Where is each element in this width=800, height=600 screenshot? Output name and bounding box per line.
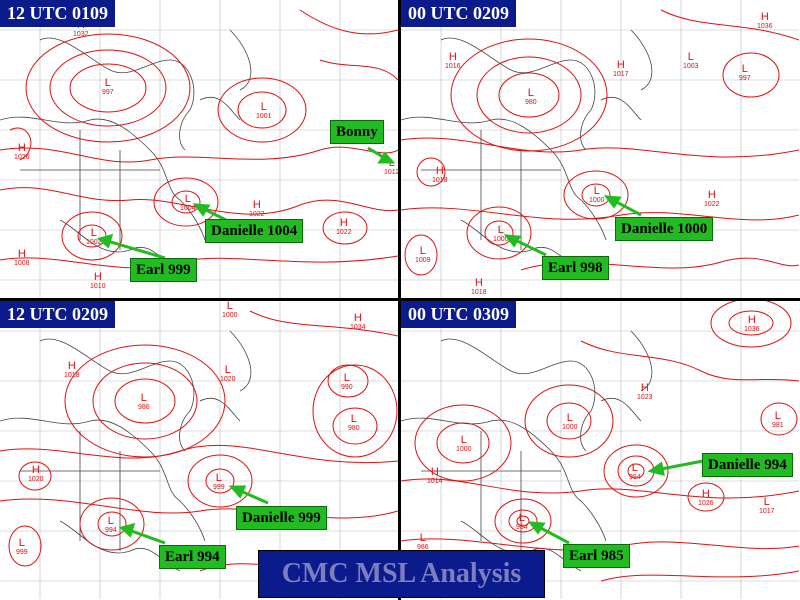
pressure-system: H 1022 — [704, 189, 720, 209]
pressure-system: L 997 — [739, 63, 751, 83]
storm-label-earl: Earl 999 — [130, 258, 197, 282]
storm-arrows — [503, 195, 642, 257]
isobar-map — [0, 0, 398, 298]
panel-time-title: 00 UTC 0309 — [401, 301, 517, 328]
map-panel-4: H 1036 H 1023 L 1000 L 1000 L 981 H 1014 L 994 … — [401, 301, 799, 599]
pressure-system: H 1018 — [64, 360, 80, 380]
pressure-system: H 1018 — [471, 277, 487, 297]
pressure-system: L 1020 — [220, 364, 236, 384]
pressure-system: L 986 — [138, 392, 150, 412]
pressure-system: H 1022 — [336, 217, 352, 237]
storm-label-bonny: Bonny — [330, 120, 384, 144]
pressure-system: H 1026 — [698, 488, 714, 508]
pressure-system: L 1000 — [222, 301, 238, 319]
storm-arrows — [96, 146, 396, 260]
pressure-system: H 1034 — [350, 312, 366, 332]
pressure-system: L 981 — [772, 410, 784, 430]
panel-time-title: 00 UTC 0209 — [401, 0, 517, 27]
pressure-system: L 1000 — [456, 434, 472, 454]
pressure-system: L 986 — [417, 532, 429, 552]
pressure-system: L 1000 — [589, 185, 605, 205]
pressure-system: L 994 — [629, 462, 641, 482]
pressure-system: H 1014 — [427, 466, 443, 486]
storm-label-danielle: Danielle 994 — [702, 453, 793, 477]
pressure-system: H 1018 — [432, 165, 448, 185]
pressure-system: H 1016 — [445, 51, 461, 71]
storm-arrows — [118, 485, 269, 545]
pressure-system: H 1008 — [14, 248, 30, 268]
pressure-system: L 999 — [16, 537, 28, 557]
storm-label-earl: Earl 998 — [542, 256, 609, 280]
pressure-system: H 1017 — [613, 59, 629, 79]
storm-label-earl: Earl 985 — [563, 544, 630, 568]
isobar-map — [401, 301, 799, 599]
pressure-system: H 1020 — [28, 464, 44, 484]
pressure-system: L 1017 — [759, 496, 775, 516]
pressure-system: L 1009 — [415, 245, 431, 265]
storm-label-danielle: Danielle 1004 — [205, 219, 304, 243]
pressure-system: L 1003 — [683, 51, 699, 71]
pressure-system: H 1010 — [90, 271, 106, 291]
panel-divider-horizontal — [0, 298, 800, 301]
pressure-system: H 1023 — [637, 382, 653, 402]
pressure-system: L 1000 — [493, 224, 509, 244]
pressure-system: L 999 — [213, 472, 225, 492]
analysis-title: CMC MSL Analysis — [258, 550, 545, 598]
pressure-system: L 994 — [105, 515, 117, 535]
storm-label-danielle: Danielle 1000 — [615, 217, 714, 241]
storm-label-danielle: Danielle 999 — [236, 506, 327, 530]
storm-label-earl: Earl 994 — [159, 545, 226, 569]
storm-arrows — [527, 459, 704, 545]
map-panel-3: L 1000 H 1034 H 1018 L 986 L 1020 L 990 L 980 H… — [0, 301, 398, 599]
pressure-system: L 990 — [341, 372, 353, 392]
pressure-system: L 984 — [516, 512, 528, 532]
pressure-system: L 997 — [102, 77, 114, 97]
panel-time-title: 12 UTC 0209 — [0, 301, 116, 328]
pressure-system: L 1000 — [562, 412, 578, 432]
pressure-system: L 1001 — [256, 101, 272, 121]
pressure-system: L 1002 — [86, 227, 102, 247]
pressure-system: L 980 — [525, 87, 537, 107]
panel-time-title: 12 UTC 0109 — [0, 0, 116, 27]
pressure-system: L 1004 — [180, 193, 196, 213]
pressure-system: L 980 — [348, 413, 360, 433]
pressure-system: H 1026 — [14, 142, 30, 162]
pressure-system: H 1022 — [249, 199, 265, 219]
